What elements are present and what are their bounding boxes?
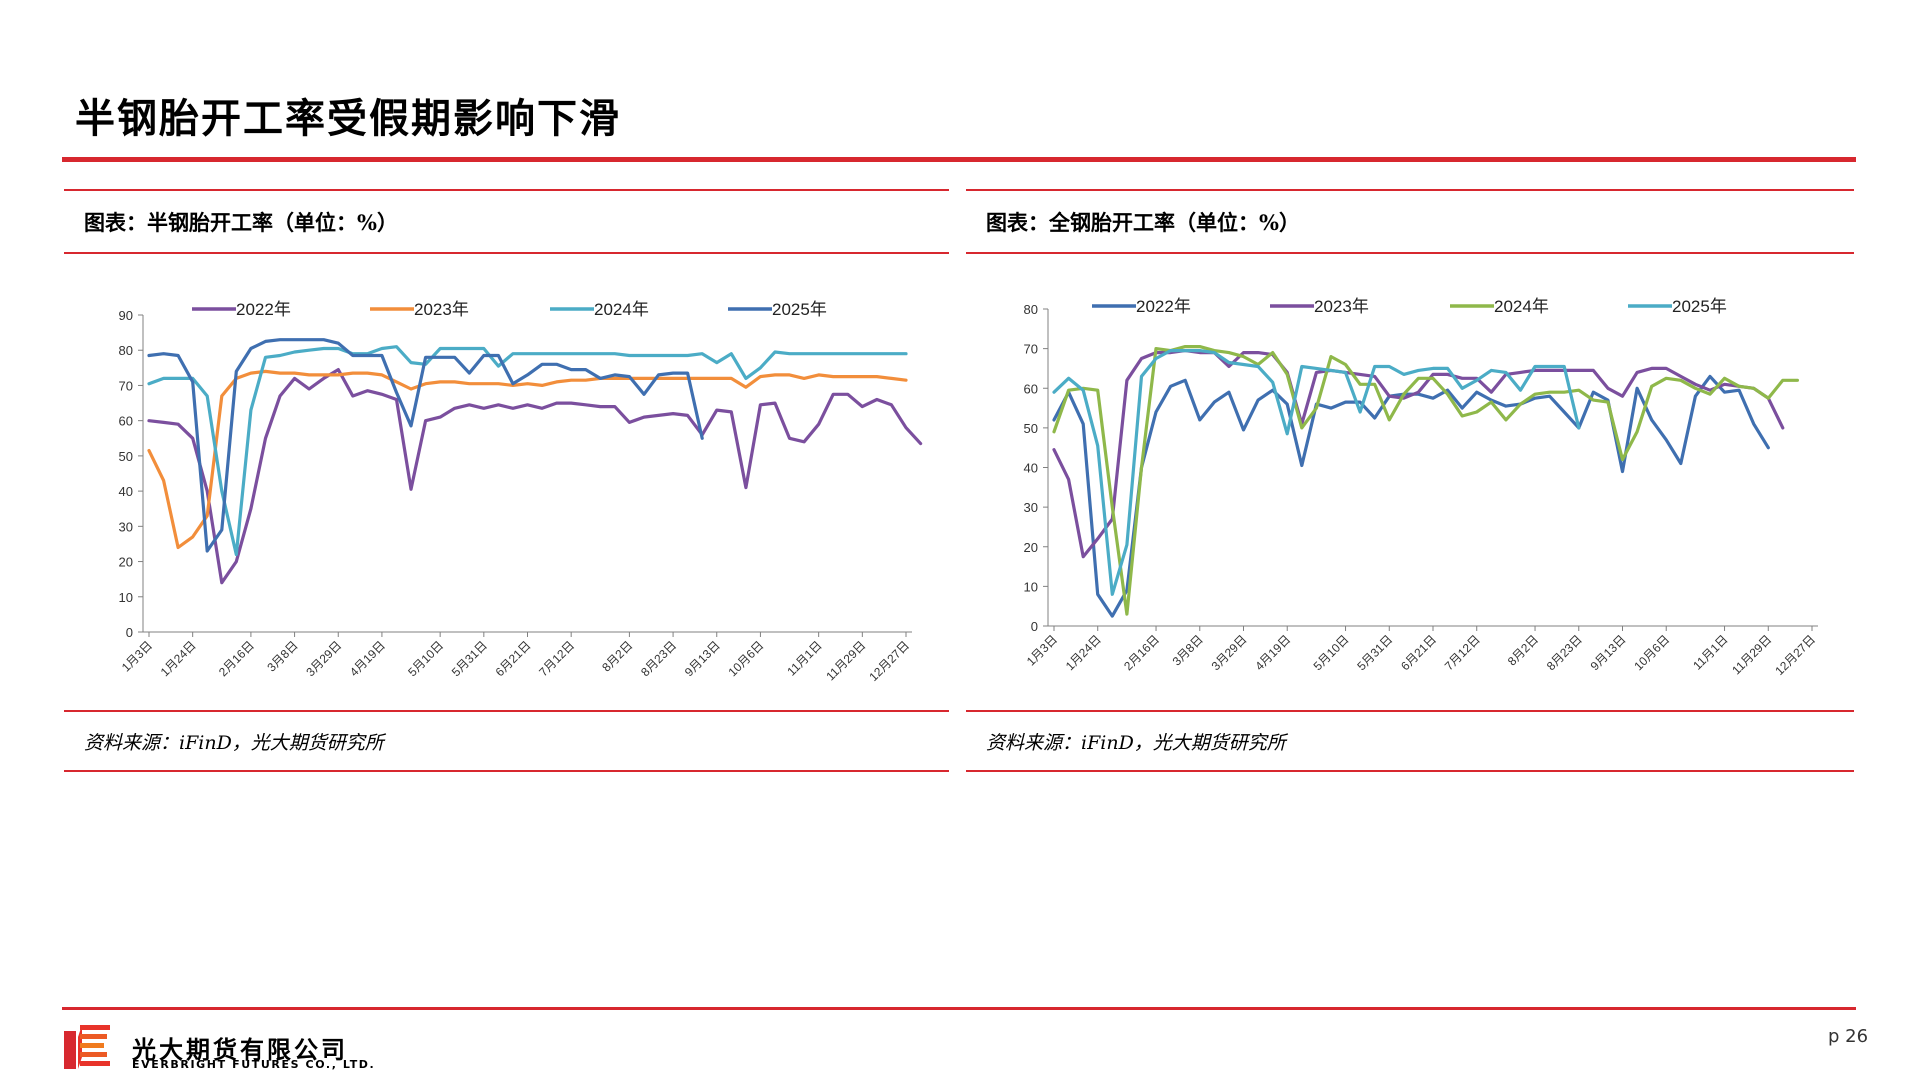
- y-tick-label: 70: [1024, 342, 1038, 357]
- x-tick-label: 5月10日: [405, 638, 446, 679]
- y-tick-label: 30: [119, 519, 133, 534]
- y-tick-label: 60: [119, 414, 133, 429]
- y-tick-label: 10: [119, 590, 133, 605]
- semi-steel-tire-chart: 0 10 20 30 40 50 60 70 80 90 1月3日 1月24日 2月16日 3月8日 3月2…: [119, 300, 923, 684]
- x-tick-label: 3月8日: [264, 638, 300, 674]
- panel-source-divider: [64, 710, 949, 712]
- x-tick-label: 8月2日: [599, 638, 635, 674]
- x-tick-label: 12月27日: [1772, 632, 1818, 678]
- y-tick-label: 70: [119, 378, 133, 393]
- panel-source-divider: [966, 710, 1854, 712]
- x-tick-label: 1月3日: [119, 638, 155, 674]
- y-tick-label: 20: [1024, 540, 1038, 555]
- x-tick-label: 3月29日: [303, 638, 344, 679]
- everbright-logo-icon: [64, 1025, 110, 1069]
- x-tick-label: 9月13日: [1588, 632, 1629, 673]
- panel-title-right: 图表：全钢胎开工率（单位：%）: [986, 210, 1300, 235]
- y-tick-label: 80: [119, 343, 133, 358]
- y-tick-label: 90: [119, 308, 133, 323]
- legend-label: 2023年: [414, 300, 469, 319]
- y-tick-label: 40: [1024, 461, 1038, 476]
- x-tick-label: 9月13日: [682, 638, 723, 679]
- legend-label: 2024年: [1494, 297, 1549, 316]
- x-tick-label: 7月12日: [536, 638, 577, 679]
- company-name-cn: 光大期货有限公司: [132, 1036, 348, 1064]
- legend-label: 2023年: [1314, 297, 1369, 316]
- panel-top-divider: [966, 189, 1854, 191]
- x-tick-label: 1月24日: [1063, 632, 1104, 673]
- y-tick-label: 80: [1024, 302, 1038, 317]
- y-tick-label: 0: [1031, 619, 1038, 634]
- legend-label: 2024年: [594, 300, 649, 319]
- x-tick-label: 6月21日: [1398, 632, 1439, 673]
- x-tick-label: 11月29日: [823, 638, 868, 683]
- source-note-right: 资料来源：iFinD，光大期货研究所: [986, 732, 1286, 754]
- x-tick-label: 7月12日: [1442, 632, 1483, 673]
- x-tick-label: 10月6日: [1631, 632, 1672, 673]
- y-tick-label: 10: [1024, 579, 1038, 594]
- series-line-2024年: [147, 345, 908, 557]
- y-tick-label: 50: [119, 449, 133, 464]
- y-tick-label: 0: [126, 625, 133, 640]
- x-tick-label: 4月19日: [1252, 632, 1293, 673]
- y-tick-label: 20: [119, 555, 133, 570]
- legend-label: 2022年: [236, 300, 291, 319]
- x-tick-label: 11月1日: [784, 638, 824, 678]
- x-tick-label: 8月23日: [638, 638, 679, 679]
- x-tick-label: 5月31日: [449, 638, 490, 679]
- x-tick-label: 2月16日: [216, 638, 257, 679]
- series-line-2022年: [147, 367, 923, 585]
- panel-title-divider: [64, 252, 949, 254]
- company-name-en: EVERBRIGHT FUTURES CO., LTD.: [132, 1058, 376, 1071]
- panel-bottom-divider: [64, 770, 949, 772]
- page-number: p 26: [1828, 1026, 1869, 1047]
- y-tick-label: 60: [1024, 381, 1038, 396]
- series-line-2023年: [147, 369, 908, 550]
- x-tick-label: 1月3日: [1024, 632, 1060, 668]
- x-tick-label: 3月29日: [1209, 632, 1250, 673]
- x-tick-label: 12月27日: [866, 638, 912, 684]
- panel-title-left: 图表：半钢胎开工率（单位：%）: [84, 210, 398, 235]
- legend-label: 2025年: [1672, 297, 1727, 316]
- y-tick-label: 50: [1024, 421, 1038, 436]
- page-title: 半钢胎开工率受假期影响下滑: [75, 95, 621, 142]
- x-tick-label: 2月16日: [1121, 632, 1162, 673]
- x-tick-label: 3月8日: [1170, 632, 1206, 668]
- x-tick-label: 6月21日: [493, 638, 534, 679]
- all-steel-tire-chart: 0 10 20 30 40 50 60 70 80 1月3日 1月24日 2月16日 3月8日 3月29日…: [1024, 297, 1819, 678]
- panel-top-divider: [64, 189, 949, 191]
- x-tick-label: 1月24日: [158, 638, 199, 679]
- x-tick-label: 5月10日: [1311, 632, 1352, 673]
- panel-bottom-divider: [966, 770, 1854, 772]
- x-tick-label: 4月19日: [347, 638, 388, 679]
- series-line-2024年: [1052, 344, 1800, 616]
- footer-divider: [62, 1007, 1856, 1010]
- x-tick-label: 11月1日: [1690, 632, 1730, 672]
- y-tick-label: 30: [1024, 500, 1038, 515]
- series-line-2022年: [1052, 374, 1770, 618]
- legend-label: 2022年: [1136, 297, 1191, 316]
- series-line-2025年: [1052, 348, 1581, 596]
- x-tick-label: 11月29日: [1729, 632, 1774, 677]
- x-tick-label: 8月23日: [1544, 632, 1585, 673]
- series-line-2025年: [147, 338, 704, 553]
- y-tick-label: 40: [119, 484, 133, 499]
- header-divider: [62, 157, 1856, 162]
- legend-label: 2025年: [772, 300, 827, 319]
- x-tick-label: 5月31日: [1354, 632, 1395, 673]
- x-tick-label: 10月6日: [726, 638, 767, 679]
- source-note-left: 资料来源：iFinD，光大期货研究所: [84, 732, 384, 754]
- x-tick-label: 8月2日: [1505, 632, 1541, 668]
- panel-title-divider: [966, 252, 1854, 254]
